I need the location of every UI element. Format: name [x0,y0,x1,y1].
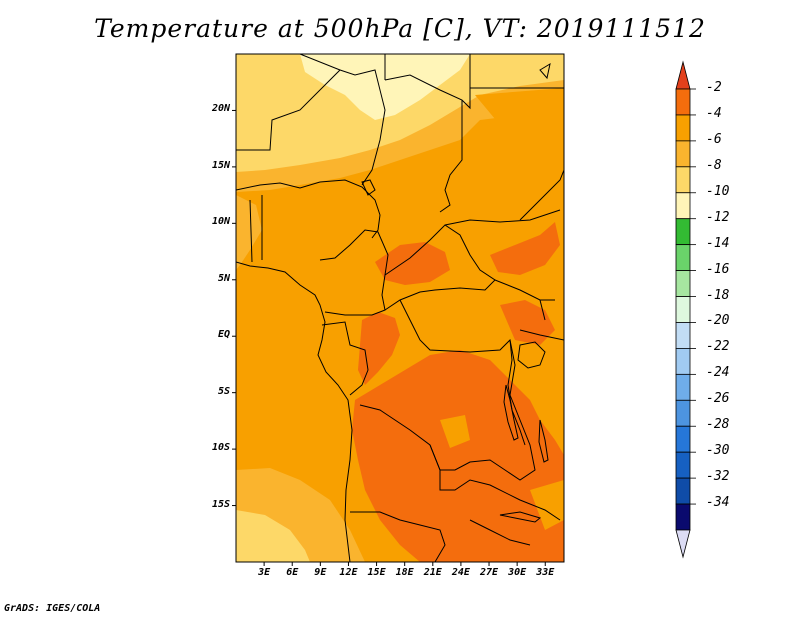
field-band-minus8-west [236,195,262,270]
lon-label-9e: 9E [314,567,327,578]
colorbar-box [675,114,691,142]
colorbar-box [675,322,691,349]
border-east-lakes [507,339,526,446]
colorbar-label: -2 [706,80,722,95]
colorbar-label: -6 [706,131,722,147]
colorbar-top-triangle [675,60,691,90]
lon-label-12e: 12E [339,567,358,578]
colorbar-label: -12 [706,209,730,225]
colorbar-box [675,503,691,531]
border-nigeria [236,179,381,239]
border-east-kenya [519,299,564,341]
colorbar-box [675,270,691,297]
lon-label-24e: 24E [451,567,470,578]
lon-label-30e: 30E [508,567,527,578]
colorbar-label: -26 [706,391,730,407]
colorbar-label: -20 [706,313,730,329]
lat-label-10n: 10N [211,216,230,228]
colorbar-box [675,451,691,479]
temperature-field [236,54,564,562]
lon-label-21e: 21E [423,567,442,578]
field-band-minus4-sudan [490,222,560,275]
border-drc [359,299,536,481]
colorbar-box [675,373,691,401]
lon-label-3e: 3E [258,567,271,578]
field-band-minus10-north [236,54,564,172]
border-gabon-congo [321,321,369,396]
colorbar-label: -34 [706,495,730,511]
border-north-2 [299,54,341,71]
border-angola-namibia [350,511,446,562]
colorbar [675,60,696,559]
lat-label-5n: 5N [217,272,230,284]
colorbar-box [675,477,691,505]
colorbar-label: -24 [706,365,730,381]
lat-label-20n: 20N [211,103,230,115]
border-north-1 [236,69,386,186]
border-benin-togo [249,195,263,263]
field-band-minus6-ne [475,88,564,135]
field-band-minus4-car [375,242,450,285]
lat-label-5s: 5S [217,385,230,397]
lat-label-15n: 15N [211,159,230,171]
colorbar-label: -8 [706,157,722,173]
field-band-minus10-southwest [236,510,310,562]
colorbar-box [675,399,691,427]
colorbar-box [675,218,691,246]
colorbar-label: -28 [706,417,730,433]
border-north-3 [384,54,471,110]
colorbar-box [675,166,691,194]
colorbar-box [675,192,691,220]
colorbar-label: -4 [706,105,722,121]
coastline-west-africa [236,261,353,562]
field-band-minus6-mid [440,415,470,448]
lon-label-6e: 6E [286,567,299,578]
border-car [384,224,496,311]
grads-footer: GrADS: IGES/COLA [4,603,101,614]
lon-label-33e: 33E [536,567,555,578]
lon-label-18e: 18E [395,567,414,578]
map-frame [235,53,565,563]
colorbar-label: -30 [706,443,730,459]
lat-label-eq: EQ [217,329,230,341]
colorbar-box [675,140,691,168]
colorbar-box [675,88,691,116]
country-borders [236,54,564,562]
colorbar-box [675,425,691,453]
border-cameroon [319,229,389,316]
colorbar-label: -18 [706,287,730,303]
field-band-minus4-east [500,300,555,345]
colorbar-bottom-triangle [675,529,691,559]
lake-malawi [538,419,549,463]
border-angola-zambia [429,444,561,521]
lake-kariba [499,511,542,523]
colorbar-label: -32 [706,469,730,485]
lat-label-10s: 10S [211,442,230,454]
axis-ticks [232,109,546,566]
lat-label-15s: 15S [211,498,230,510]
border-chad-sudan [439,100,463,213]
chart-title: Temperature at 500hPa [C], VT: 201911151… [94,14,706,43]
lake-tanganyika [503,384,519,441]
field-band-minus4-congo [358,312,400,385]
colorbar-label: -22 [706,339,730,355]
lon-label-27e: 27E [479,567,499,578]
colorbar-box [675,296,691,323]
border-zambia-zimbabwe [469,519,531,546]
lon-label-15e: 15E [367,567,386,578]
lake-chad [361,179,376,196]
colorbar-box [675,348,691,375]
colorbar-label: -14 [706,235,730,251]
colorbar-label: -16 [706,261,730,277]
colorbar-label: -10 [706,183,730,199]
border-south-sudan [444,209,561,301]
border-horn [519,169,564,221]
lake-victoria [517,341,546,369]
colorbar-box [675,244,691,271]
lake-tana-region [539,62,551,80]
